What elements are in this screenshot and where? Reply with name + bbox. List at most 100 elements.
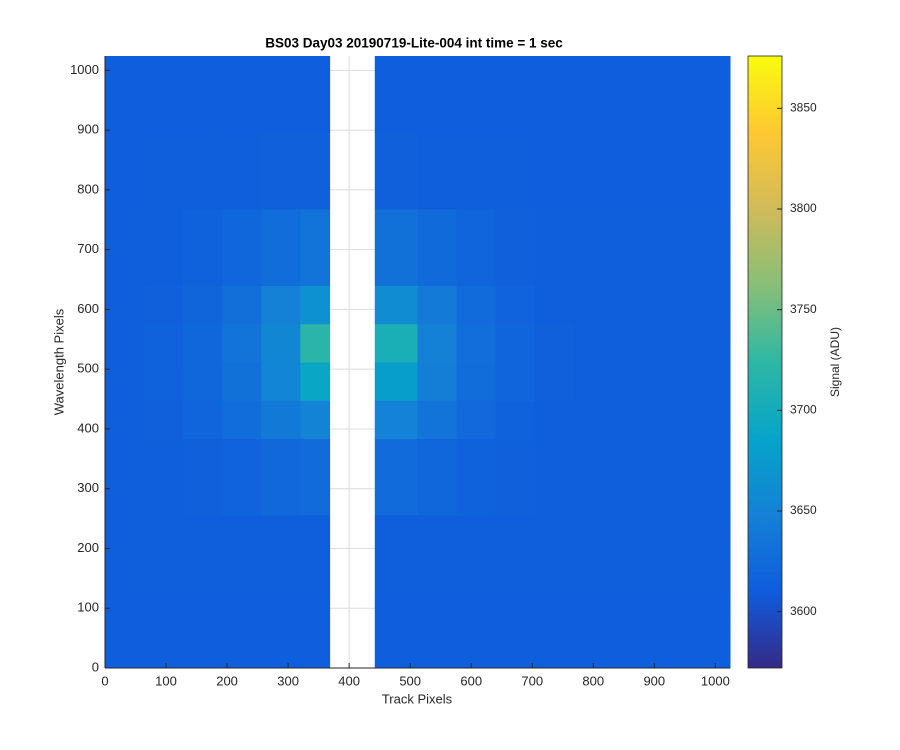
heatmap-cell [690, 362, 731, 401]
heatmap-cell [300, 362, 331, 401]
heatmap-cell [573, 323, 614, 363]
heatmap-cell [534, 323, 575, 363]
heatmap-cell [105, 323, 145, 363]
heatmap-cell [495, 515, 536, 592]
colorbar-tick-label: 3850 [790, 101, 817, 115]
heatmap-cell [105, 515, 145, 592]
chart-title: BS03 Day03 20190719-Lite-004 int time = … [265, 36, 563, 51]
x-tick-label: 600 [460, 673, 482, 688]
heatmap-cell [300, 285, 331, 325]
heatmap-cell [261, 362, 301, 401]
heatmap-cell [612, 362, 653, 401]
heatmap-cell [690, 209, 731, 286]
heatmap-cell [222, 400, 262, 439]
heatmap-cell [144, 591, 184, 669]
heatmap-cell [651, 591, 692, 669]
heatmap-cell [222, 438, 262, 516]
heatmap-cell [261, 132, 301, 210]
heatmap-cell [261, 438, 301, 516]
heatmap-cell [417, 400, 458, 439]
heatmap-cell [374, 515, 418, 592]
heatmap-cell [105, 400, 145, 439]
heatmap-cell [690, 56, 731, 133]
x-tick-label: 300 [277, 673, 299, 688]
heatmap-cell [374, 438, 418, 516]
heatmap-cell [534, 400, 575, 439]
heatmap-cell [573, 515, 614, 592]
heatmap-cell [300, 132, 331, 210]
heatmap-cell [495, 209, 536, 286]
heatmap-cell [612, 400, 653, 439]
heatmap-cell [300, 56, 331, 133]
colorbar-tick-label: 3650 [790, 503, 817, 517]
y-tick-label: 0 [92, 659, 99, 674]
heatmap-cell [690, 515, 731, 592]
heatmap-cell [573, 362, 614, 401]
heatmap-cell [456, 132, 497, 210]
heatmap-cell [417, 285, 458, 325]
heatmap-cell [690, 285, 731, 325]
heatmap-cell [183, 285, 223, 325]
heatmap-cell [534, 362, 575, 401]
heatmap-cell [456, 209, 497, 286]
heatmap-cell [612, 209, 653, 286]
heatmap-cell [417, 132, 458, 210]
heatmap-cell [417, 591, 458, 669]
heatmap-cell [495, 132, 536, 210]
heatmap-cell [222, 132, 262, 210]
heatmap-cell [456, 438, 497, 516]
heatmap-cell [612, 323, 653, 363]
heatmap-cell [183, 362, 223, 401]
heatmap-cell [495, 438, 536, 516]
heatmap-cell [144, 132, 184, 210]
y-tick-label: 600 [77, 301, 99, 316]
heatmap-cell [261, 209, 301, 286]
heatmap-cell [222, 591, 262, 669]
heatmap-cell [183, 591, 223, 669]
heatmap-cell [261, 591, 301, 669]
heatmap-cell [612, 56, 653, 133]
heatmap-cell [573, 209, 614, 286]
heatmap-cell [144, 209, 184, 286]
y-tick-label: 100 [77, 600, 99, 615]
heatmap-cell [456, 323, 497, 363]
heatmap-cell [300, 515, 331, 592]
heatmap-cell [690, 132, 731, 210]
heatmap-cell [534, 56, 575, 133]
heatmap-cell [374, 400, 418, 439]
colorbar-tick-label: 3750 [790, 302, 817, 316]
heatmap-cell [417, 438, 458, 516]
heatmap-cell [573, 438, 614, 516]
heatmap-cell [690, 400, 731, 439]
heatmap-cell [417, 362, 458, 401]
heatmap-cell [300, 591, 331, 669]
heatmap-cell [105, 132, 145, 210]
heatmap-cell [222, 209, 262, 286]
heatmap-cell [374, 323, 418, 363]
heatmap-cell [534, 285, 575, 325]
x-tick-label: 100 [155, 673, 177, 688]
heatmap-cell [261, 515, 301, 592]
y-tick-label: 400 [77, 420, 99, 435]
heatmap-cell [417, 323, 458, 363]
heatmap-cell [573, 591, 614, 669]
heatmap-cell [300, 438, 331, 516]
heatmap-cell [456, 515, 497, 592]
y-axis-label: Wavelength Pixels [51, 308, 66, 415]
heatmap-cell [690, 591, 731, 669]
heatmap-cell [183, 323, 223, 363]
heatmap-cell [690, 323, 731, 363]
heatmap-cell [495, 362, 536, 401]
heatmap-cell [690, 438, 731, 516]
x-tick-label: 400 [338, 673, 360, 688]
heatmap-cell [534, 209, 575, 286]
heatmap-cell [651, 362, 692, 401]
x-tick-label: 200 [216, 673, 238, 688]
heatmap-cell [651, 400, 692, 439]
heatmap-cell [144, 400, 184, 439]
heatmap-cell [651, 285, 692, 325]
heatmap-cell [495, 56, 536, 133]
heatmap-cell [183, 400, 223, 439]
heatmap-cell [144, 323, 184, 363]
